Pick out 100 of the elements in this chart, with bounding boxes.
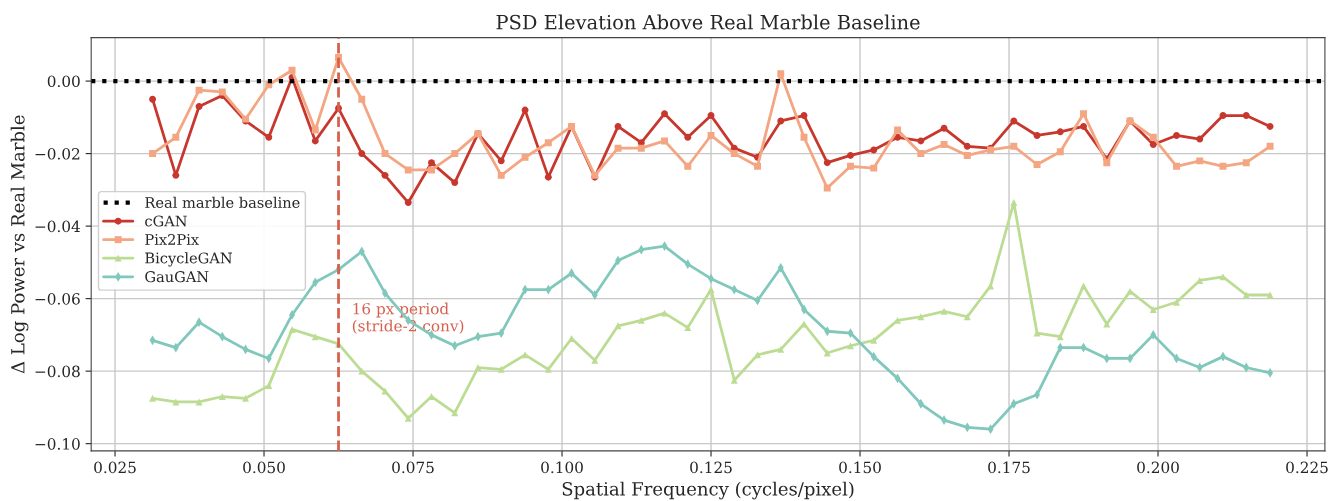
point xyxy=(591,290,598,300)
point xyxy=(800,112,808,119)
point xyxy=(1033,161,1041,168)
point xyxy=(1267,368,1274,378)
point xyxy=(1010,199,1018,207)
point xyxy=(172,171,180,179)
point xyxy=(521,351,529,359)
point xyxy=(1219,273,1227,281)
point xyxy=(847,151,854,159)
point xyxy=(544,365,552,373)
point xyxy=(684,133,692,141)
point xyxy=(940,141,948,148)
point xyxy=(544,139,552,147)
point xyxy=(149,95,157,103)
point xyxy=(707,112,715,119)
point xyxy=(381,171,389,179)
point xyxy=(172,133,180,141)
point xyxy=(1242,112,1250,119)
legend-label: cGAN xyxy=(145,215,187,227)
point xyxy=(428,166,435,174)
x-tick-label: 0.075 xyxy=(392,461,434,474)
point xyxy=(940,124,948,132)
point xyxy=(1010,117,1018,125)
x-tick-label: 0.025 xyxy=(94,461,136,474)
point xyxy=(614,144,622,152)
point xyxy=(870,146,878,154)
point xyxy=(823,159,831,167)
point xyxy=(498,328,505,338)
point xyxy=(265,133,273,141)
point xyxy=(451,179,459,187)
point xyxy=(242,394,250,402)
point xyxy=(963,151,971,159)
point xyxy=(1149,133,1157,141)
point xyxy=(894,316,902,324)
point xyxy=(195,102,203,110)
point xyxy=(1103,159,1111,167)
x-tick-label: 0.225 xyxy=(1286,461,1328,474)
y-tick-label: −0.02 xyxy=(35,148,80,160)
point xyxy=(894,133,902,141)
point xyxy=(940,307,948,315)
point xyxy=(614,322,622,330)
point xyxy=(521,153,529,161)
point xyxy=(149,394,157,402)
ref-line-label: 16 px period (stride-2 conv) xyxy=(352,302,464,334)
point xyxy=(963,142,971,150)
point xyxy=(404,166,412,174)
point xyxy=(661,241,668,251)
point xyxy=(497,157,505,165)
point xyxy=(1080,282,1087,290)
point xyxy=(754,351,761,359)
point xyxy=(730,150,738,158)
point xyxy=(1173,298,1180,306)
point xyxy=(195,86,203,94)
point xyxy=(428,393,435,400)
point xyxy=(428,159,435,167)
point xyxy=(917,150,925,158)
point xyxy=(847,162,854,170)
point xyxy=(1056,128,1064,136)
point xyxy=(707,132,715,139)
point xyxy=(1173,132,1180,139)
point xyxy=(917,137,925,145)
x-tick-label: 0.200 xyxy=(1137,461,1179,474)
point xyxy=(358,95,366,103)
point xyxy=(614,122,622,130)
x-tick-label: 0.100 xyxy=(541,461,583,474)
point xyxy=(870,336,878,344)
y-tick-label: −0.10 xyxy=(35,438,80,450)
point xyxy=(311,126,319,134)
x-tick-label: 0.150 xyxy=(839,461,881,474)
point xyxy=(1149,141,1157,148)
point xyxy=(777,117,785,125)
point xyxy=(288,325,296,333)
y-tick-label: −0.08 xyxy=(35,365,80,378)
point xyxy=(777,345,785,353)
point xyxy=(218,88,226,96)
point xyxy=(777,70,785,78)
x-tick-label: 0.125 xyxy=(690,461,732,474)
chart-title: PSD Elevation Above Real Marble Baseline xyxy=(496,14,920,30)
point xyxy=(288,66,296,74)
y-tick-label: −0.06 xyxy=(35,293,80,305)
point xyxy=(474,364,482,371)
point xyxy=(358,150,366,158)
point xyxy=(497,171,505,179)
y-axis-title: Δ Log Power vs Real Marble xyxy=(10,115,29,374)
point xyxy=(661,309,669,317)
point xyxy=(941,415,948,425)
point xyxy=(1196,157,1204,165)
point xyxy=(404,414,412,422)
x-axis-title: Spatial Frequency (cycles/pixel) xyxy=(562,481,854,500)
point xyxy=(149,150,157,158)
x-tick-label: 0.175 xyxy=(988,461,1030,474)
point xyxy=(1242,159,1250,167)
legend-label: Pix2Pix xyxy=(145,233,199,245)
point xyxy=(1080,122,1087,130)
point xyxy=(381,387,389,395)
point xyxy=(684,162,692,170)
point xyxy=(1219,112,1227,119)
point xyxy=(1033,132,1041,139)
point xyxy=(894,126,902,134)
point xyxy=(637,144,645,152)
